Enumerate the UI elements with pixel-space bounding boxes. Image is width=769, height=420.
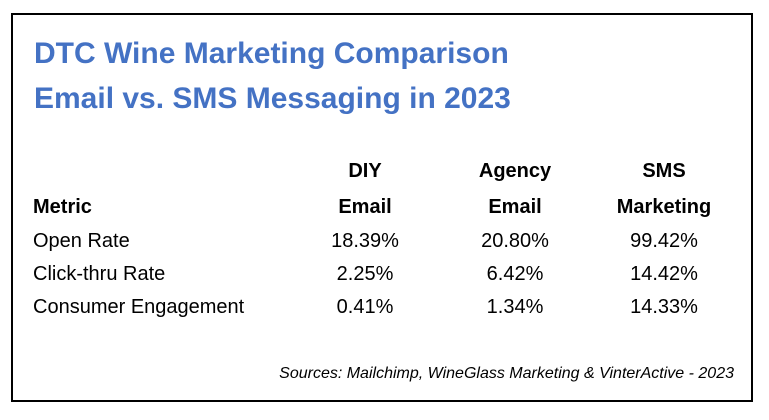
row-open-rate-sms: 99.42%: [630, 230, 698, 252]
row-click-thru-diy: 2.25%: [336, 263, 394, 285]
sources-note: Sources: Mailchimp, WineGlass Marketing …: [279, 365, 734, 382]
title-line-1: DTC Wine Marketing Comparison: [34, 37, 509, 70]
header-sms-line1: SMS: [642, 160, 686, 182]
header-agency-line2: Email: [488, 196, 542, 218]
row-engagement-agency: 1.34%: [486, 296, 544, 318]
header-diy-line1: DIY: [348, 160, 382, 182]
row-click-thru-agency: 6.42%: [486, 263, 544, 285]
header-metric: Metric: [33, 196, 92, 218]
header-agency-line1: Agency: [478, 160, 552, 182]
document-frame: [11, 13, 753, 402]
row-open-rate-diy: 18.39%: [331, 230, 399, 252]
row-click-thru-metric: Click-thru Rate: [33, 263, 166, 285]
row-click-thru-sms: 14.42%: [630, 263, 698, 285]
row-engagement-diy: 0.41%: [336, 296, 394, 318]
row-engagement-metric: Consumer Engagement: [33, 296, 245, 318]
header-diy-line2: Email: [338, 196, 392, 218]
row-open-rate-metric: Open Rate: [33, 230, 130, 252]
title-line-2: Email vs. SMS Messaging in 2023: [34, 82, 511, 115]
row-engagement-sms: 14.33%: [630, 296, 698, 318]
row-open-rate-agency: 20.80%: [481, 230, 549, 252]
header-sms-line2: Marketing: [616, 196, 712, 218]
